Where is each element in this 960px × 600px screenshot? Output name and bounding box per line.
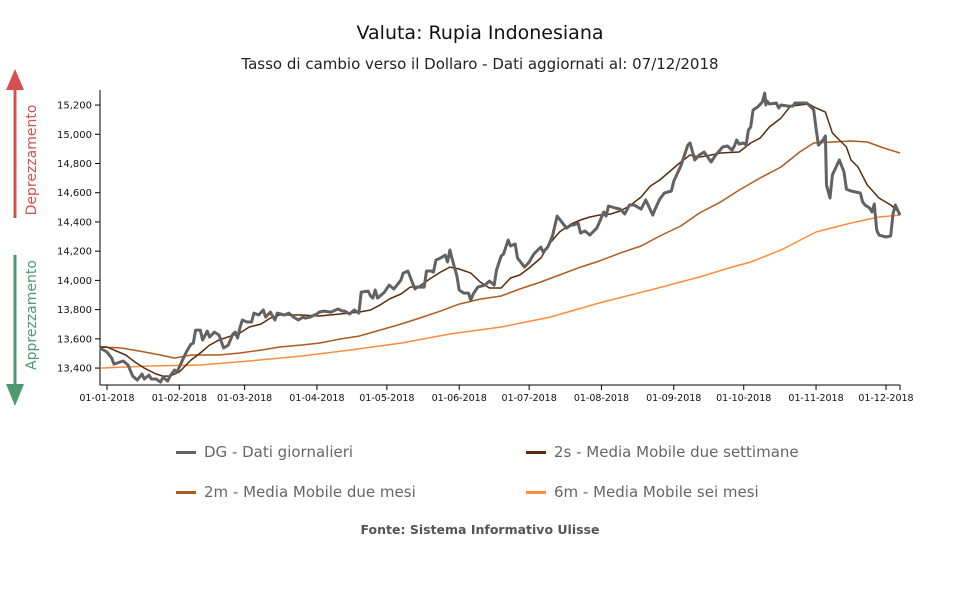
legend-label: 2m - Media Mobile due mesi [204, 483, 416, 501]
up-arrow-icon [6, 69, 24, 90]
appreciation-label: Apprezzamento [24, 260, 40, 370]
legend-label: 2s - Media Mobile due settimane [554, 443, 799, 461]
x-tick-label: 01-09-2018 [646, 393, 701, 404]
x-tick-label: 01-08-2018 [574, 393, 629, 404]
y-tick-label: 15,200 [57, 101, 92, 112]
x-tick-label: 01-12-2018 [858, 393, 913, 404]
legend-swatch-icon [176, 490, 196, 494]
legend-item-6m[interactable]: 6m - Media Mobile sei mesi [526, 483, 759, 501]
x-tick-label: 01-10-2018 [716, 393, 771, 404]
legend-item-2s[interactable]: 2s - Media Mobile due settimane [526, 443, 799, 461]
legend-swatch-icon [526, 490, 546, 494]
legend-swatch-icon [526, 450, 546, 454]
y-tick-label: 13,800 [57, 305, 92, 316]
y-tick-label: 14,400 [57, 217, 92, 228]
y-tick-label: 14,600 [57, 188, 92, 199]
x-tick-label: 01-05-2018 [359, 393, 414, 404]
down-arrow-icon [6, 384, 24, 406]
x-tick-label: 01-06-2018 [432, 393, 487, 404]
x-tick-label: 01-07-2018 [502, 393, 557, 404]
x-tick-label: 01-11-2018 [788, 393, 843, 404]
y-tick-label: 15,000 [57, 130, 92, 141]
y-tick-label: 13,600 [57, 334, 92, 345]
series-line-dg [99, 91, 902, 384]
x-tick-label: 01-04-2018 [289, 393, 344, 404]
x-tick-label: 01-02-2018 [152, 393, 207, 404]
side-indicators: Deprezzamento Apprezzamento [6, 69, 40, 406]
source-note: Fonte: Sistema Informativo Ulisse [360, 522, 600, 537]
depreciation-label: Deprezzamento [24, 105, 40, 216]
legend-item-dg[interactable]: DG - Dati giornalieri [176, 443, 353, 461]
series-lines [99, 91, 902, 384]
y-tick-label: 14,200 [57, 247, 92, 258]
x-axis: 01-01-2018 01-02-2018 01-03-2018 01-04-2018… [79, 384, 914, 404]
legend-label: DG - Dati giornalieri [204, 443, 354, 461]
series-line-6m [99, 214, 901, 369]
x-tick-label: 01-03-2018 [217, 393, 272, 404]
series-line-2m [99, 140, 901, 359]
legend-item-2m[interactable]: 2m - Media Mobile due mesi [176, 483, 416, 501]
y-tick-label: 14,800 [57, 159, 92, 170]
chart-subtitle: Tasso di cambio verso il Dollaro - Dati … [241, 55, 719, 73]
x-tick-label: 01-01-2018 [79, 393, 134, 404]
y-axis: 13,400 13,600 13,800 14,000 14,200 14,400 14,6… [57, 90, 101, 385]
legend-swatch-icon [176, 450, 196, 454]
y-tick-label: 14,000 [57, 276, 92, 287]
chart-title: Valuta: Rupia Indonesiana [356, 22, 604, 44]
y-tick-label: 13,400 [57, 364, 92, 375]
series-line-2s [100, 103, 901, 377]
legend-label: 6m - Media Mobile sei mesi [554, 483, 759, 501]
